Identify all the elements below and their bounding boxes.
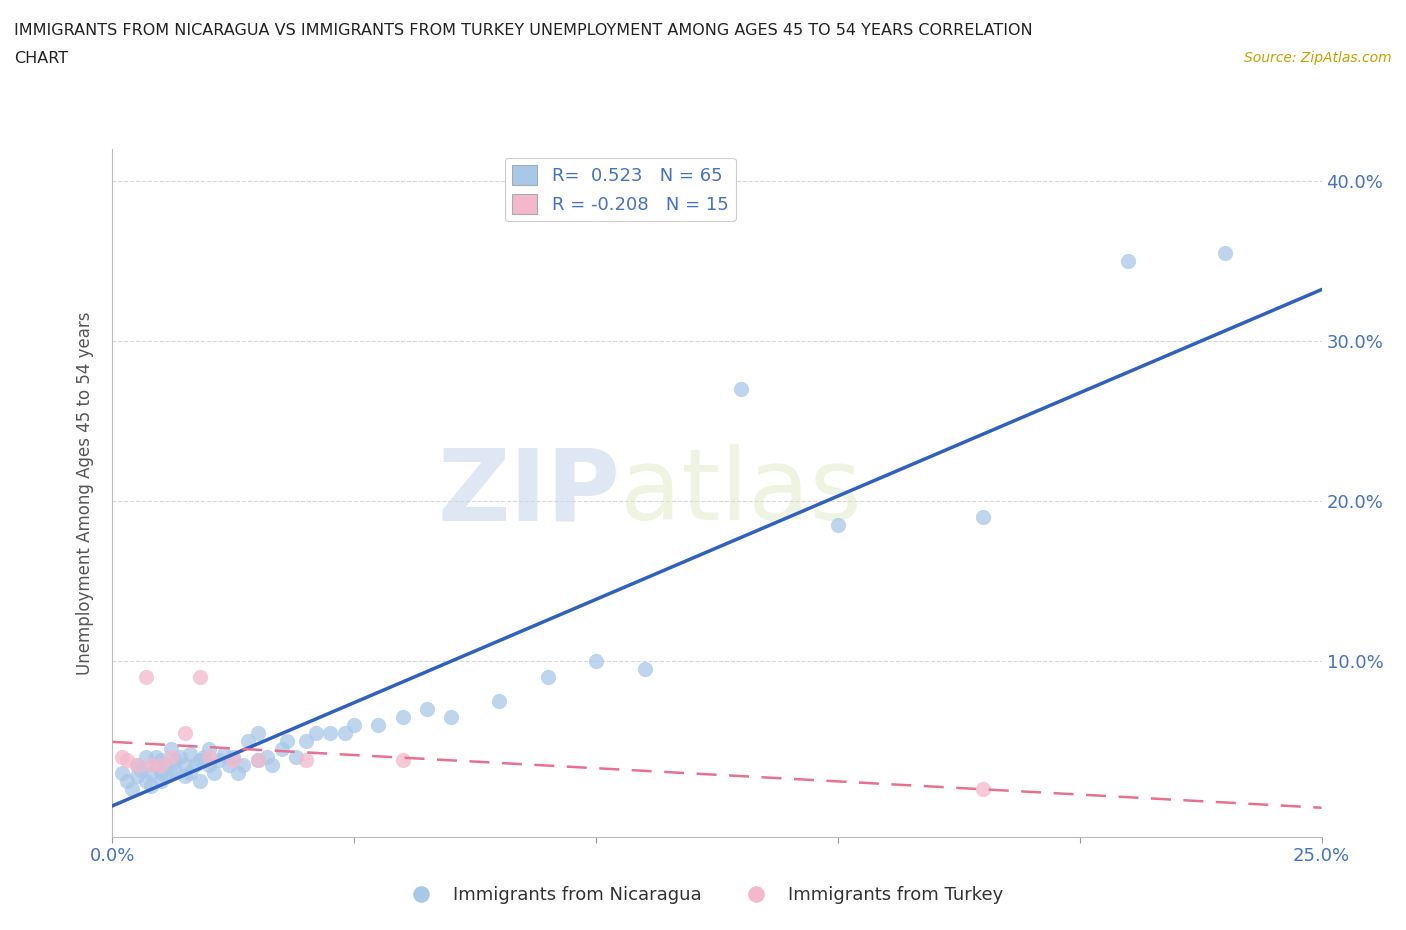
Point (145, 758, 167, 773)
Point (159, 765, 181, 780)
Point (165, 763, 187, 777)
Point (827, 517, 849, 532)
Point (198, 741, 221, 756)
Point (121, 781, 143, 796)
Point (585, 654, 607, 669)
Point (188, 752, 211, 767)
Point (246, 725, 269, 740)
Point (159, 750, 181, 764)
Text: Source: ZipAtlas.com: Source: ZipAtlas.com (1244, 51, 1392, 65)
Point (212, 747, 235, 762)
Point (972, 781, 994, 796)
Point (276, 734, 298, 749)
Point (155, 769, 177, 784)
Point (165, 752, 187, 767)
Point (391, 710, 413, 724)
Y-axis label: Unemployment Among Ages 45 to 54 years: Unemployment Among Ages 45 to 54 years (76, 312, 94, 674)
Point (256, 750, 278, 764)
Point (174, 725, 197, 740)
Point (179, 765, 201, 780)
Point (115, 774, 138, 789)
Point (174, 769, 197, 784)
Text: IMMIGRANTS FROM NICARAGUA VS IMMIGRANTS FROM TURKEY UNEMPLOYMENT AMONG AGES 45 T: IMMIGRANTS FROM NICARAGUA VS IMMIGRANTS … (14, 23, 1032, 38)
Point (131, 763, 153, 777)
Point (155, 758, 177, 773)
Point (1116, 253, 1139, 268)
Point (141, 778, 163, 793)
Point (198, 758, 221, 773)
Legend: Immigrants from Nicaragua, Immigrants from Turkey: Immigrants from Nicaragua, Immigrants fr… (395, 879, 1011, 911)
Point (270, 741, 292, 756)
Point (488, 694, 510, 709)
Point (537, 670, 560, 684)
Point (416, 701, 439, 716)
Point (730, 381, 752, 396)
Point (135, 774, 157, 789)
Point (246, 752, 269, 767)
Point (125, 769, 148, 784)
Text: CHART: CHART (14, 51, 67, 66)
Point (188, 670, 211, 684)
Point (295, 752, 318, 767)
Point (222, 752, 245, 767)
Point (141, 765, 163, 780)
Text: atlas: atlas (620, 445, 862, 541)
Point (149, 765, 172, 780)
Point (236, 734, 259, 749)
Point (135, 750, 157, 764)
Point (391, 752, 413, 767)
Point (202, 765, 225, 780)
Point (232, 758, 254, 773)
Point (188, 774, 211, 789)
Point (149, 774, 172, 789)
Point (633, 661, 655, 676)
Point (218, 758, 240, 773)
Point (169, 750, 191, 764)
Point (333, 725, 356, 740)
Point (319, 725, 342, 740)
Point (159, 741, 181, 756)
Point (440, 710, 463, 724)
Point (149, 752, 172, 767)
Point (193, 750, 215, 764)
Point (208, 752, 231, 767)
Point (125, 758, 148, 773)
Point (125, 758, 148, 773)
Point (111, 750, 134, 764)
Point (145, 750, 167, 764)
Point (1213, 246, 1236, 260)
Legend: R=  0.523   N = 65, R = -0.208   N = 15: R= 0.523 N = 65, R = -0.208 N = 15 (505, 158, 735, 221)
Point (262, 758, 284, 773)
Point (304, 725, 326, 740)
Point (295, 734, 318, 749)
Point (198, 750, 221, 764)
Point (183, 758, 205, 773)
Point (226, 765, 249, 780)
Point (111, 765, 134, 780)
Point (135, 670, 157, 684)
Point (285, 750, 308, 764)
Point (179, 747, 201, 762)
Point (343, 718, 366, 733)
Point (222, 750, 245, 764)
Point (174, 758, 197, 773)
Point (115, 752, 138, 767)
Text: ZIP: ZIP (437, 445, 620, 541)
Point (246, 752, 269, 767)
Point (141, 758, 163, 773)
Point (367, 718, 389, 733)
Point (972, 510, 994, 525)
Point (149, 758, 172, 773)
